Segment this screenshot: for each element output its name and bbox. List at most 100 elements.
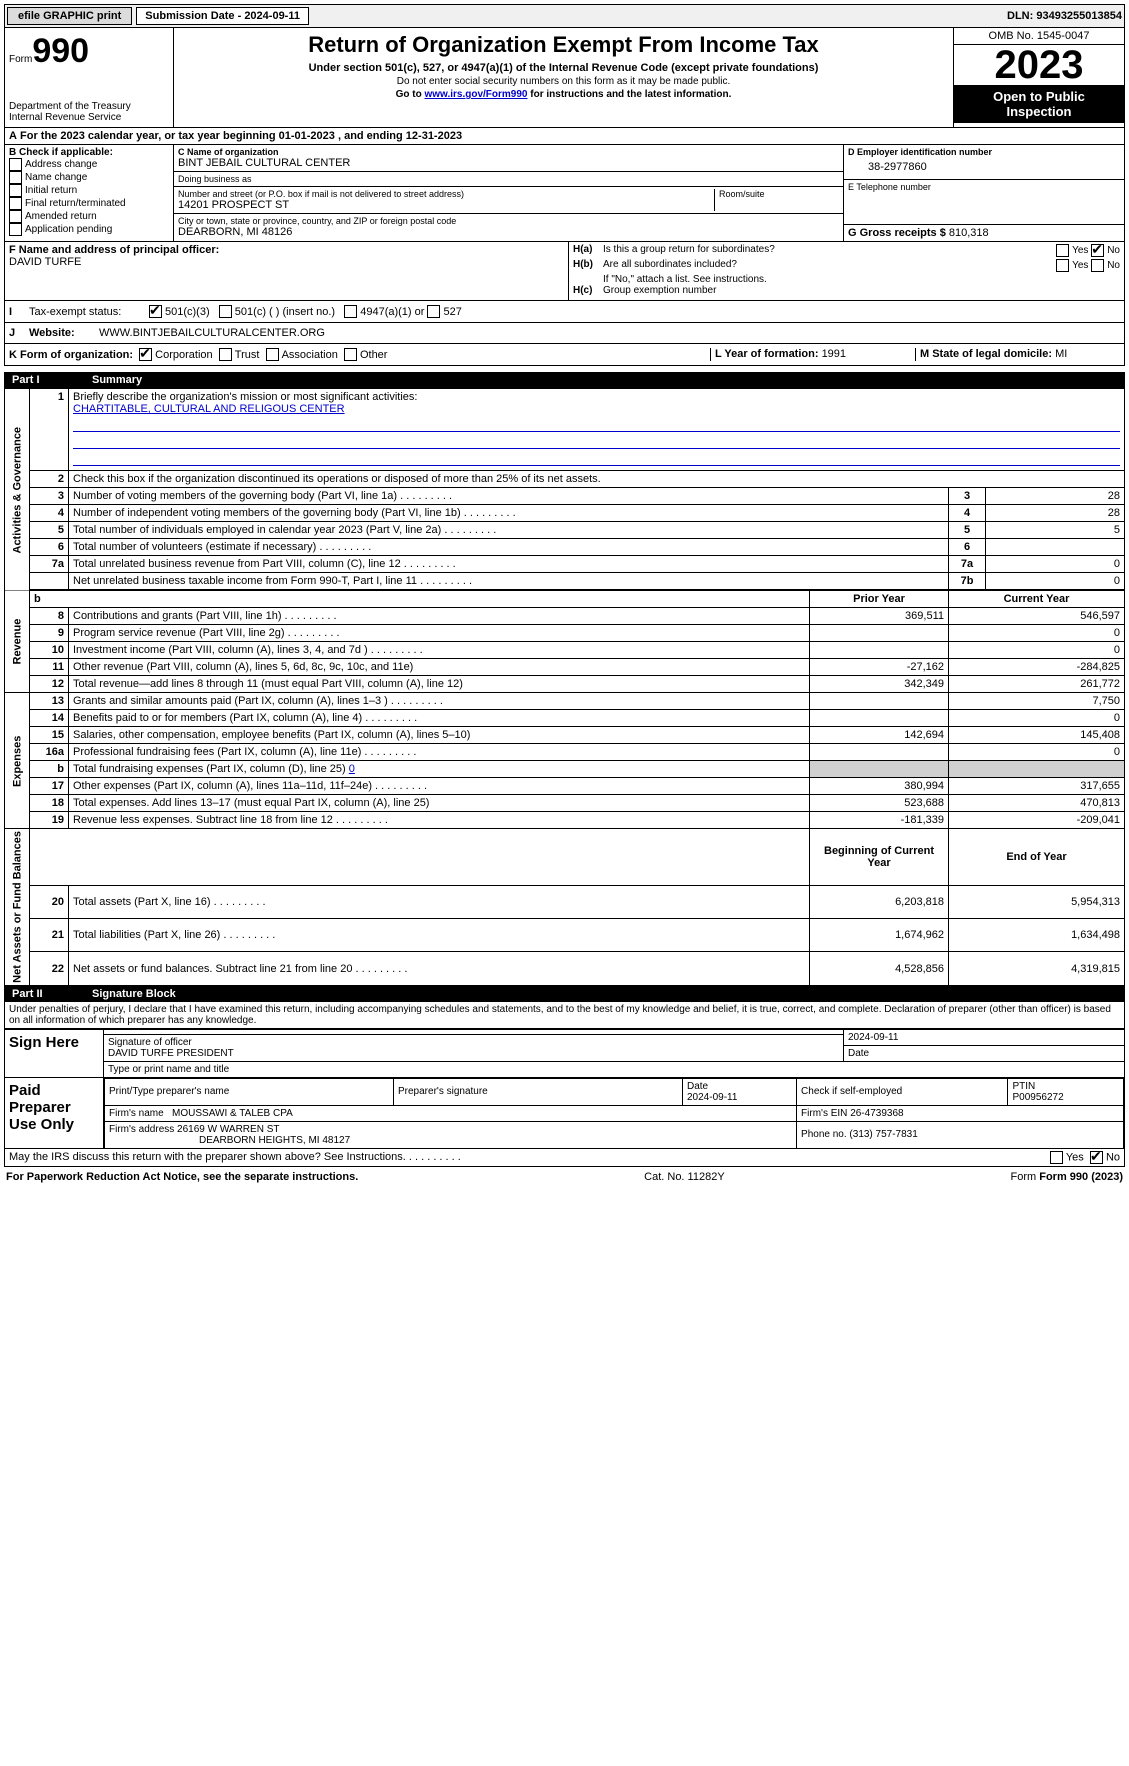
ein-value: 38-2977860 (848, 157, 1120, 177)
corp-checkbox[interactable] (139, 348, 152, 361)
opt-pending: Application pending (25, 224, 112, 235)
opt-name-change: Name change (25, 172, 87, 183)
p14 (810, 710, 949, 727)
hc-text: Group exemption number (603, 285, 1120, 296)
501c3-label: 501(c)(3) (165, 306, 210, 318)
sign-date: 2024-09-11 (844, 1030, 1124, 1046)
assoc-checkbox[interactable] (266, 348, 279, 361)
goto-pre: Go to (396, 89, 425, 100)
k-row: K Form of organization: Corporation Trus… (4, 344, 1125, 366)
hb-yes-checkbox[interactable] (1056, 259, 1069, 272)
firm-name-lbl: Firm's name (109, 1108, 166, 1119)
part-1-header: Part I Summary (4, 372, 1125, 388)
form-number: 990 (32, 32, 89, 70)
501c-checkbox[interactable] (219, 305, 232, 318)
v7a: 0 (986, 556, 1125, 573)
side-governance: Activities & Governance (5, 389, 30, 591)
form-title: Return of Organization Exempt From Incom… (178, 32, 949, 58)
l16a-text: Professional fundraising fees (Part IX, … (73, 746, 416, 758)
initial-return-checkbox[interactable] (9, 184, 22, 197)
officer-name: DAVID TURFE (9, 256, 81, 268)
l9-text: Program service revenue (Part VIII, line… (73, 627, 340, 639)
irs-link[interactable]: www.irs.gov/Form990 (424, 89, 527, 100)
ha-no-checkbox[interactable] (1091, 244, 1104, 257)
current-hdr: Current Year (1004, 593, 1070, 605)
self-emp-label: Check if self-employed (801, 1086, 902, 1097)
addr-change-checkbox[interactable] (9, 158, 22, 171)
form-footer: Form 990 (2023) (1039, 1171, 1123, 1183)
4947-checkbox[interactable] (344, 305, 357, 318)
efile-print-button[interactable]: efile GRAPHIC print (7, 7, 132, 25)
l15-text: Salaries, other compensation, employee b… (73, 729, 470, 741)
501c3-checkbox[interactable] (149, 305, 162, 318)
opt-final: Final return/terminated (25, 198, 126, 209)
form-prefix: Form (9, 54, 32, 65)
ptin-hdr: PTIN (1012, 1081, 1035, 1092)
form-subtitle: Under section 501(c), 527, or 4947(a)(1)… (178, 62, 949, 74)
firm-ein-lbl: Firm's EIN (801, 1108, 850, 1119)
hb-no-checkbox[interactable] (1091, 259, 1104, 272)
p22: 4,528,856 (810, 952, 949, 985)
hb-no: No (1107, 260, 1120, 271)
m-label: M State of legal domicile: (920, 348, 1055, 360)
c20: 5,954,313 (949, 885, 1125, 918)
ha-text: Is this a group return for subordinates? (603, 244, 1056, 255)
hc-label: H(c) (573, 285, 603, 296)
tax-status-row: I Tax-exempt status: 501(c)(3) 501(c) ( … (4, 301, 1125, 323)
l16b-val[interactable]: 0 (349, 763, 355, 775)
ha-yes-checkbox[interactable] (1056, 244, 1069, 257)
tax-year: 2023 (954, 45, 1124, 85)
discuss-no-checkbox[interactable] (1090, 1151, 1103, 1164)
ptin-value: P00956272 (1012, 1092, 1063, 1103)
firm-phone: (313) 757-7831 (849, 1129, 917, 1140)
a-mid: , and ending (335, 130, 406, 142)
c-name-label: C Name of organization (178, 147, 279, 157)
part-2-header: Part II Signature Block (4, 986, 1125, 1002)
501c-label: 501(c) ( ) (insert no.) (235, 306, 335, 318)
city-label: City or town, state or province, country… (178, 216, 839, 226)
c15: 145,408 (949, 727, 1125, 744)
amended-checkbox[interactable] (9, 210, 22, 223)
mission-text[interactable]: CHARTITABLE, CULTURAL AND RELIGOUS CENTE… (73, 403, 345, 415)
l16b-pre: Total fundraising expenses (Part IX, col… (73, 763, 349, 775)
name-change-checkbox[interactable] (9, 171, 22, 184)
a-begin: 01-01-2023 (279, 130, 335, 142)
c16a: 0 (949, 744, 1125, 761)
ha-no: No (1107, 245, 1120, 256)
hb-note: If "No," attach a list. See instructions… (573, 274, 1120, 285)
l14-text: Benefits paid to or for members (Part IX… (73, 712, 417, 724)
hb-yes: Yes (1072, 260, 1088, 271)
l21-text: Total liabilities (Part X, line 26) (73, 929, 275, 941)
app-pending-checkbox[interactable] (9, 223, 22, 236)
phone-label: E Telephone number (848, 182, 1120, 192)
trust-checkbox[interactable] (219, 348, 232, 361)
final-return-checkbox[interactable] (9, 197, 22, 210)
prep-date: 2024-09-11 (687, 1092, 737, 1103)
other-checkbox[interactable] (344, 348, 357, 361)
527-label: 527 (443, 306, 461, 318)
527-checkbox[interactable] (427, 305, 440, 318)
footer: For Paperwork Reduction Act Notice, see … (4, 1167, 1125, 1187)
hb-text: Are all subordinates included? (603, 259, 1056, 270)
discuss-yes-checkbox[interactable] (1050, 1151, 1063, 1164)
ha-yes: Yes (1072, 245, 1088, 256)
4947-label: 4947(a)(1) or (360, 306, 424, 318)
l8-text: Contributions and grants (Part VIII, lin… (73, 610, 337, 622)
inspection-2: Inspection (958, 104, 1120, 119)
p8: 369,511 (810, 608, 949, 625)
p21: 1,674,962 (810, 919, 949, 952)
c14: 0 (949, 710, 1125, 727)
c10: 0 (949, 642, 1125, 659)
discuss-row: May the IRS discuss this return with the… (4, 1149, 1125, 1167)
entity-info: B Check if applicable: Address change Na… (4, 145, 1125, 242)
p20: 6,203,818 (810, 885, 949, 918)
street-address: 14201 PROSPECT ST (178, 199, 714, 211)
p18: 523,688 (810, 795, 949, 812)
v7b: 0 (986, 573, 1125, 591)
officer-name-title: DAVID TURFE PRESIDENT (108, 1048, 234, 1059)
i-label: Tax-exempt status: (29, 306, 149, 318)
part1-label: Part I (12, 374, 92, 386)
l10-text: Investment income (Part VIII, column (A)… (73, 644, 423, 656)
corp-label: Corporation (155, 349, 212, 361)
prior-hdr: Prior Year (853, 593, 905, 605)
